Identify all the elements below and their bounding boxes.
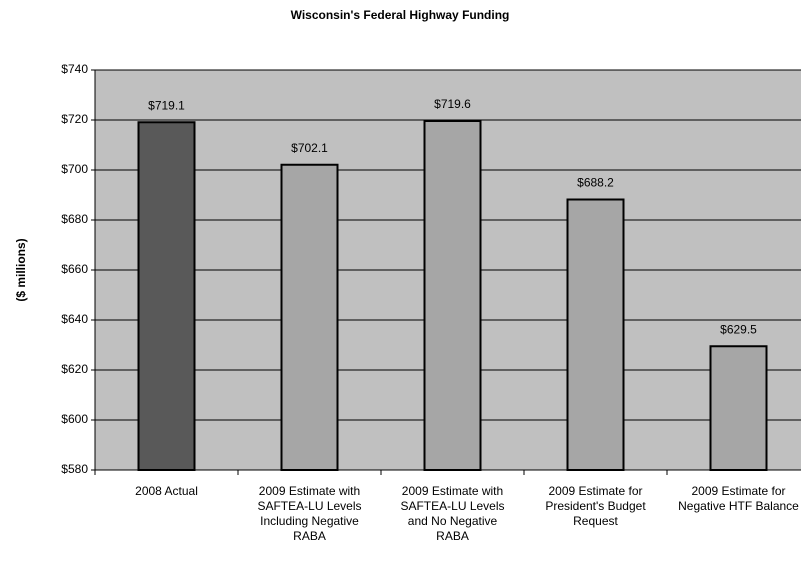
y-tick-label: $700	[61, 162, 88, 176]
data-label: $702.1	[291, 141, 328, 155]
bar	[566, 198, 625, 471]
bar	[709, 345, 768, 471]
data-label: $719.1	[148, 98, 185, 112]
data-label: $688.2	[577, 176, 614, 190]
y-tick-label: $660	[61, 262, 88, 276]
y-axis-label: ($ millions)	[14, 238, 28, 301]
bar	[280, 163, 339, 471]
data-label: $629.5	[720, 322, 757, 336]
x-tick-label: 2008 Actual	[135, 484, 198, 498]
x-tick-label: 2009 Estimate with SAFTEA-LU Levels and …	[400, 484, 505, 543]
bar	[137, 121, 196, 471]
data-label: $719.6	[434, 97, 471, 111]
bar	[423, 120, 482, 471]
y-tick-label: $640	[61, 312, 88, 326]
x-tick-label: 2009 Estimate with SAFTEA-LU Levels Incl…	[257, 484, 362, 543]
x-tick-label: 2009 Estimate for President's Budget Req…	[545, 484, 646, 528]
y-tick-label: $600	[61, 412, 88, 426]
y-tick-label: $580	[61, 462, 88, 476]
x-tick-label: 2009 Estimate for Negative HTF Balance	[678, 484, 799, 513]
y-tick-label: $720	[61, 112, 88, 126]
y-tick-label: $680	[61, 212, 88, 226]
y-tick-label: $740	[61, 62, 88, 76]
y-tick-label: $620	[61, 362, 88, 376]
chart-title: Wisconsin's Federal Highway Funding	[291, 8, 510, 22]
